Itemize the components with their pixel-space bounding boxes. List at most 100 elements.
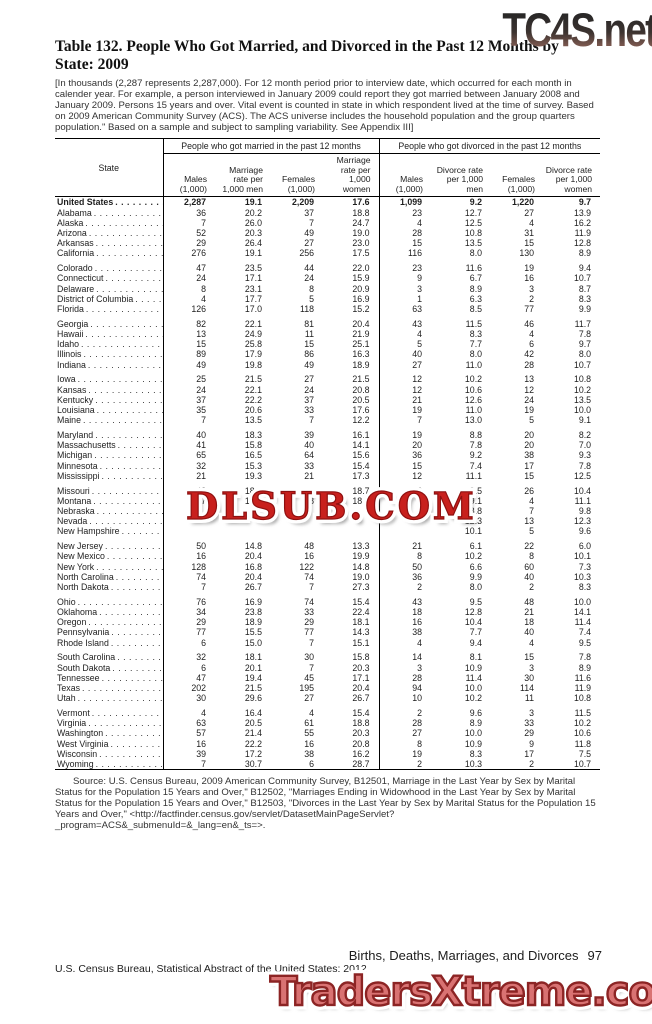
value-cell: 17: [524, 460, 535, 471]
value-cell: [323, 506, 380, 517]
dot-leader: [110, 663, 162, 673]
value-cell: 7.8: [578, 460, 592, 471]
value-cell: 32: [196, 652, 206, 663]
value-cell: 13: [524, 374, 535, 385]
value-cell: 16.9: [323, 293, 380, 304]
value-cell: [323, 516, 380, 527]
value-cell: 9: [529, 738, 535, 749]
value-cell: 29: [524, 728, 535, 739]
dot-leader: [86, 617, 162, 627]
value-cell: 22: [524, 541, 535, 552]
value-cell: [163, 526, 215, 536]
value-cell: 30: [196, 693, 206, 704]
divorced-group-header: People who got divorced in the past 12 m…: [379, 138, 601, 154]
dot-leader: [90, 708, 162, 718]
value-cell: 23: [412, 207, 423, 218]
column-header-married-females: Females (1,000): [271, 153, 323, 198]
gap-cell: [323, 647, 380, 653]
table-row: West Virginia 16 22.2 16 20.8 8 10.9 9 11.8: [55, 738, 600, 749]
value-cell: 8.9: [469, 283, 483, 294]
value-cell: 15.4: [323, 460, 380, 471]
table-row: Georgia 82 22.1 81 20.4 43 11.5 46 11.7: [55, 318, 600, 329]
value-cell: 10.2: [464, 551, 483, 562]
value-cell: 22.1: [244, 384, 262, 395]
value-cell: 11.9: [574, 227, 592, 238]
value-cell: 7.7: [469, 339, 483, 350]
dot-leader: [94, 759, 162, 769]
table-row: Pennsylvania 77 15.5 77 14.3 38 7.7 40 7.4: [55, 627, 600, 638]
table-row: South Dakota 6 20.1 7 20.3 3 10.9 3 8.9: [55, 662, 600, 673]
value-cell: 2: [529, 293, 535, 304]
value-cell: 11.6: [574, 672, 592, 683]
value-cell: 63: [196, 718, 206, 729]
value-cell: 3: [529, 708, 535, 719]
gap-cell: [55, 536, 164, 542]
value-cell: 1: [417, 293, 423, 304]
value-cell: 38: [304, 748, 314, 759]
value-cell: 7.0: [578, 440, 592, 451]
value-cell: 4: [529, 217, 535, 228]
value-cell: 12: [524, 384, 535, 395]
value-cell: 21.9: [323, 329, 380, 340]
value-cell: 41: [196, 440, 206, 451]
state-cell: Minnesota: [55, 460, 164, 471]
state-cell: Vermont: [55, 708, 164, 719]
value-cell: 18.1: [244, 652, 262, 663]
value-cell: 8: [417, 551, 423, 562]
column-header-marriage-rate-men: Marriage rate per 1,000 men: [215, 153, 271, 198]
table-row: Idaho 15 25.8 15 25.1 5 7.7 6 9.7: [55, 339, 600, 350]
value-cell: 19: [524, 263, 535, 274]
table-row: Connecticut 24 17.1 24 15.9 9 6.7 16 10.7: [55, 273, 600, 284]
value-cell: 8.1: [469, 652, 483, 663]
value-cell: 21.4: [244, 728, 262, 739]
state-cell: Nebraska: [55, 506, 164, 517]
value-cell: 10.7: [573, 359, 592, 370]
value-cell: 3: [529, 283, 535, 294]
column-header-divorce-rate-women: Divorce rate per 1,000 women: [543, 153, 601, 198]
column-header-married-males: Males (1,000): [163, 153, 215, 198]
value-cell: 2: [417, 708, 423, 719]
table-row: Florida 126 17.0 118 15.2 63 8.5 77 9.9: [55, 304, 600, 315]
value-cell: 49: [304, 359, 314, 370]
value-cell: 13.9: [573, 207, 592, 218]
value-cell: 11.1: [465, 470, 483, 481]
value-cell: 12: [412, 470, 423, 481]
value-cell: [271, 506, 323, 516]
watermark-tradersxtreme-text: TradersXtreme.com: [269, 968, 652, 1016]
value-cell: 9.5: [469, 485, 483, 496]
dot-leader: [80, 683, 162, 693]
value-cell: 18.1: [323, 617, 380, 628]
value-cell: [271, 526, 323, 536]
value-cell: [215, 506, 271, 516]
dot-leader: [97, 607, 162, 617]
dot-leader: [94, 284, 162, 294]
value-cell: 10: [412, 693, 423, 704]
value-cell: 10.8: [573, 693, 592, 704]
value-cell: 7: [201, 495, 206, 506]
table-header: State People who got married in the past…: [55, 138, 601, 198]
value-cell: 16.3: [323, 349, 380, 360]
value-cell: 20.1: [244, 662, 262, 673]
state-cell: Oklahoma: [55, 607, 164, 618]
value-cell: 19.0: [323, 227, 380, 239]
value-cell: 7.4: [469, 460, 483, 471]
value-cell: 2,209: [291, 197, 314, 208]
value-cell: 3: [417, 662, 423, 673]
value-cell: 10.0: [464, 683, 483, 694]
value-cell: 22: [412, 485, 423, 496]
value-cell: 24: [304, 273, 314, 284]
value-cell: 8.9: [578, 662, 592, 673]
value-cell: 6: [201, 637, 206, 648]
state-cell: Kansas: [55, 384, 164, 395]
value-cell: 15: [412, 460, 423, 471]
value-cell: 17.7: [244, 293, 262, 304]
value-cell: 10.8: [573, 374, 592, 385]
value-cell: 16.2: [573, 217, 592, 228]
value-cell: 12: [412, 374, 423, 385]
value-cell: 47: [196, 672, 206, 683]
value-cell: 21: [412, 394, 423, 405]
married-group-header: People who got married in the past 12 mo…: [163, 138, 380, 154]
value-cell: 12.3: [573, 516, 592, 527]
value-cell: 4: [201, 708, 206, 719]
value-cell: 7.3: [578, 561, 592, 572]
